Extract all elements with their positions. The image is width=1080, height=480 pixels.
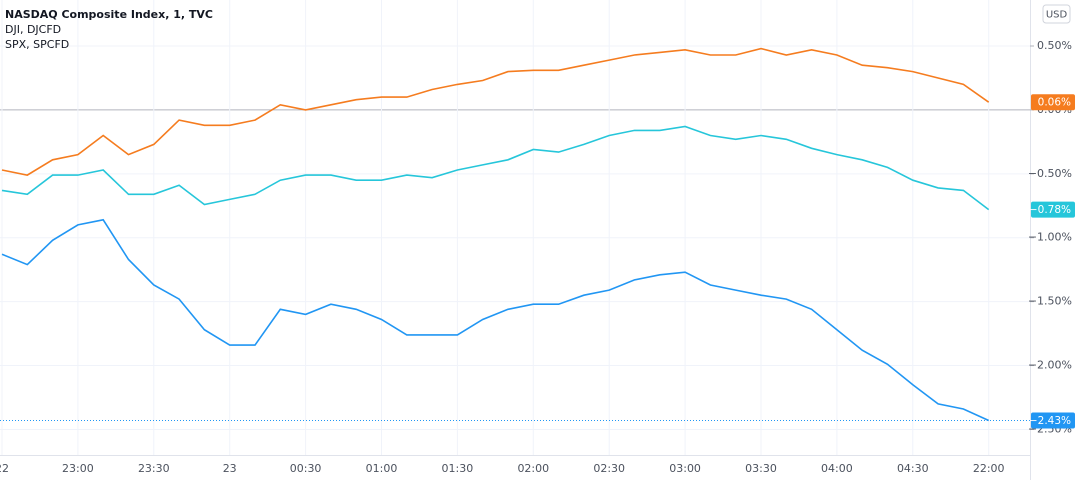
y-tick-label: −2.00% bbox=[1028, 359, 1072, 372]
y-tick-label: 0.50% bbox=[1037, 39, 1072, 52]
x-tick-label: 04:00 bbox=[821, 462, 853, 475]
x-tick-label: 01:30 bbox=[442, 462, 474, 475]
series-line bbox=[1, 218, 990, 422]
x-tick-label: 23:30 bbox=[138, 462, 170, 475]
x-tick-label: 22 bbox=[0, 462, 9, 475]
y-tick-label: −1.50% bbox=[1028, 295, 1072, 308]
series-line bbox=[1, 125, 990, 211]
x-tick-label: 01:00 bbox=[366, 462, 398, 475]
x-tick-label: 02:00 bbox=[517, 462, 549, 475]
x-tick-label: 03:30 bbox=[745, 462, 777, 475]
x-tick-label: 23:00 bbox=[62, 462, 94, 475]
legend-entry: DJI, DJCFD bbox=[5, 23, 61, 36]
legend-entry: NASDAQ Composite Index, 1, TVC bbox=[5, 8, 213, 21]
y-tick-label: −0.50% bbox=[1028, 167, 1072, 180]
last-value-tag bbox=[1031, 201, 1075, 218]
x-tick-label: 00:30 bbox=[290, 462, 322, 475]
legend-entry: SPX, SPCFD bbox=[5, 38, 69, 51]
x-tick-label: 02:30 bbox=[593, 462, 625, 475]
currency-label: USD bbox=[1046, 10, 1068, 21]
last-value-label: 0.06% bbox=[1038, 97, 1071, 109]
last-value-tag bbox=[1031, 94, 1075, 111]
series-line bbox=[1, 47, 990, 176]
currency-button[interactable] bbox=[1042, 4, 1071, 24]
last-value-label: −2.43% bbox=[1029, 415, 1071, 427]
last-value-tag bbox=[1031, 412, 1075, 429]
x-tick-label: 04:30 bbox=[897, 462, 929, 475]
x-tick-label: 03:00 bbox=[669, 462, 701, 475]
last-value-label: −0.78% bbox=[1029, 204, 1071, 216]
x-tick-label: 22:00 bbox=[973, 462, 1005, 475]
x-tick-label: 23 bbox=[223, 462, 237, 475]
y-tick-label: −1.00% bbox=[1028, 231, 1072, 244]
